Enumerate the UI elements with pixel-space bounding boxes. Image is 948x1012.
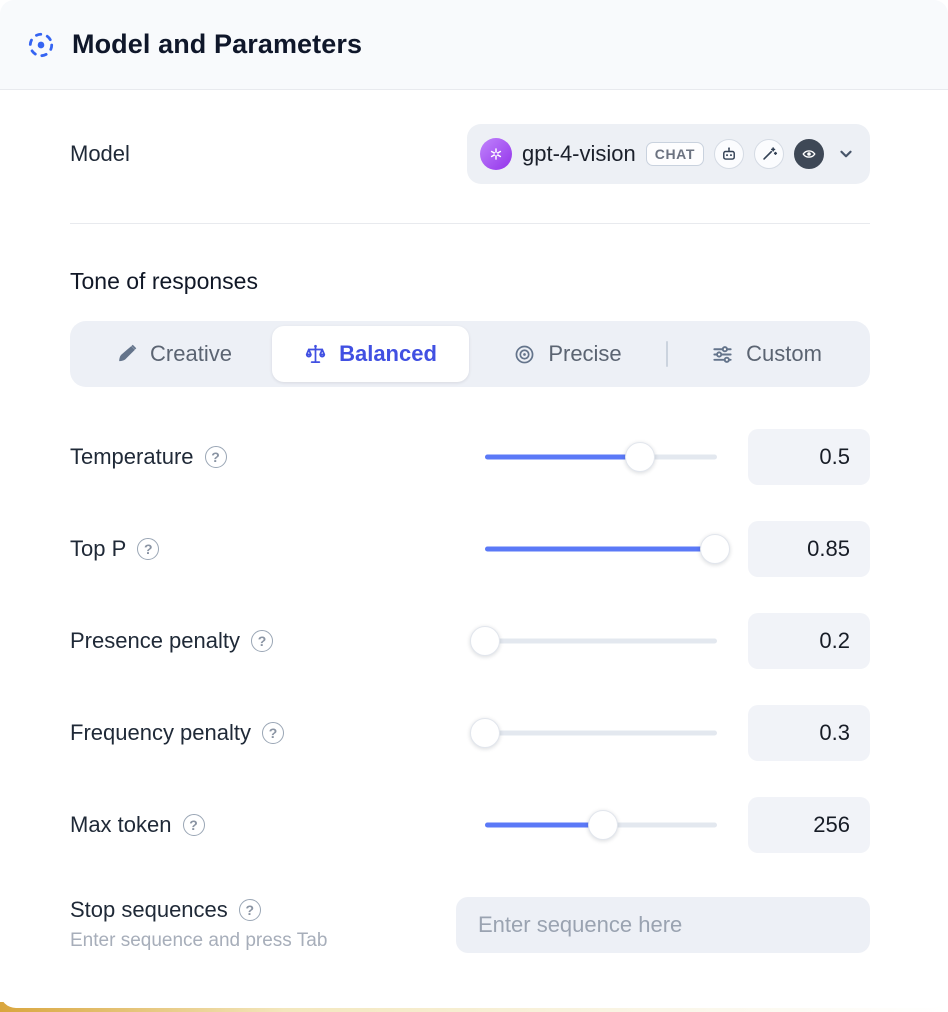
presence-penalty-slider[interactable] (470, 626, 717, 656)
model-row: Model gpt-4-vision CHAT (70, 124, 870, 184)
fine-tune-wand-icon (754, 139, 784, 169)
page-title: Model and Parameters (72, 29, 363, 59)
tone-option-balanced[interactable]: Balanced (272, 326, 469, 382)
tone-option-custom[interactable]: Custom (668, 326, 865, 382)
balance-scale-icon (304, 343, 327, 366)
help-icon[interactable] (238, 899, 261, 921)
selected-model-name: gpt-4-vision (522, 141, 636, 166)
tone-segmented-control: Creative Balanced (70, 321, 870, 387)
frequency-penalty-slider[interactable] (470, 718, 717, 748)
help-icon[interactable] (204, 446, 227, 468)
slider-track[interactable] (485, 546, 717, 552)
frequency-penalty-value[interactable]: 0.3 (748, 705, 870, 761)
tone-heading: Tone of responses (70, 268, 258, 294)
chevron-down-icon (836, 144, 856, 164)
target-icon (513, 343, 536, 366)
slider-knob[interactable] (588, 810, 619, 840)
slider-fill (485, 822, 604, 828)
slider-fill (485, 546, 715, 552)
slider-knob[interactable] (470, 626, 500, 656)
model-label: Model (70, 141, 130, 166)
parameter-label: Frequency penalty (70, 720, 251, 745)
segment-divider (666, 341, 668, 367)
panel-header: Model and Parameters (0, 0, 948, 90)
slider-track[interactable] (485, 730, 717, 736)
max-token-slider[interactable] (485, 810, 717, 840)
openai-logo-icon (480, 138, 513, 170)
model-select-dropdown[interactable]: gpt-4-vision CHAT (467, 124, 870, 184)
presence-penalty-value[interactable]: 0.2 (748, 613, 870, 669)
parameter-label: Top P (70, 536, 127, 561)
help-icon[interactable] (182, 814, 205, 836)
tone-option-label: Creative (150, 341, 232, 366)
tone-option-label: Precise (548, 341, 622, 366)
max-token-value[interactable]: 256 (748, 797, 870, 853)
top-p-slider[interactable] (485, 534, 730, 564)
chat-capability-badge: CHAT (645, 142, 704, 166)
stop-sequence-input[interactable] (456, 897, 870, 953)
help-icon[interactable] (251, 630, 273, 652)
paintbrush-icon (115, 343, 138, 366)
tone-option-precise[interactable]: Precise (469, 326, 666, 382)
stop-sequences-row: Stop sequences Enter sequence and press … (70, 897, 870, 953)
slider-track[interactable] (485, 638, 717, 644)
tone-option-label: Balanced (339, 341, 437, 366)
tone-option-creative[interactable]: Creative (75, 326, 272, 382)
temperature-value[interactable]: 0.5 (748, 429, 870, 485)
temperature-slider[interactable] (485, 442, 717, 472)
slider-knob[interactable] (470, 718, 500, 748)
tone-option-label: Custom (746, 341, 822, 366)
slider-track[interactable] (485, 454, 717, 460)
model-focus-icon (26, 30, 56, 60)
top-p-value[interactable]: 0.85 (748, 521, 870, 577)
help-icon[interactable] (262, 722, 284, 744)
stop-sequences-label: Stop sequences (70, 897, 228, 922)
parameters-section: Temperature 0.5 Top P 0.85 (70, 429, 870, 853)
help-icon[interactable] (137, 538, 160, 560)
parameter-label: Presence penalty (70, 628, 240, 653)
parameter-row-top-p: Top P 0.85 (70, 521, 870, 577)
parameter-label: Temperature (70, 444, 194, 469)
vision-eye-icon (794, 139, 824, 169)
parameter-label: Max token (70, 812, 172, 837)
sliders-icon (711, 343, 734, 366)
slider-knob[interactable] (699, 534, 730, 564)
plugins-robot-icon (714, 139, 744, 169)
slider-fill (485, 454, 641, 460)
parameter-row-max-token: Max token 256 (70, 797, 870, 853)
parameter-row-presence-penalty: Presence penalty 0.2 (70, 613, 870, 669)
section-divider (70, 223, 870, 224)
parameter-row-temperature: Temperature 0.5 (70, 429, 870, 485)
parameter-row-frequency-penalty: Frequency penalty 0.3 (70, 705, 870, 761)
stop-sequences-hint: Enter sequence and press Tab (70, 930, 328, 951)
slider-knob[interactable] (625, 442, 656, 472)
